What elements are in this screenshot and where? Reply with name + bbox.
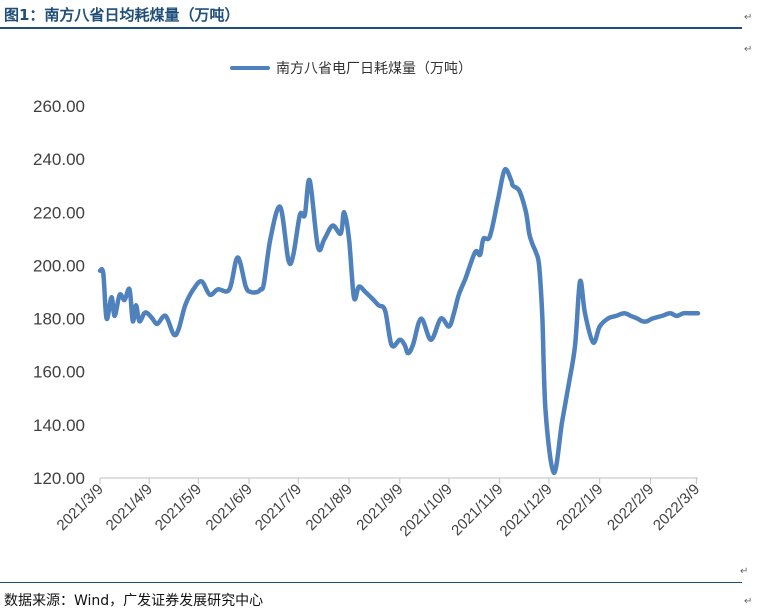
figure-title: 图1：南方八省日均耗煤量（万吨）	[4, 6, 240, 24]
title-rule	[0, 27, 742, 29]
y-axis: 120.00 140.00 160.00 180.00 200.00 220.00 240.…	[33, 97, 85, 488]
y-tick-label: 240.00	[33, 150, 85, 169]
legend-label: 南方八省电厂日耗煤量（万吨）	[276, 61, 472, 77]
y-tick-label: 120.00	[33, 469, 85, 488]
x-tick-label: 2021/7/9	[252, 481, 305, 534]
y-tick-label: 140.00	[33, 416, 85, 435]
x-tick-label: 2021/8/9	[303, 481, 356, 534]
y-tick-label: 260.00	[33, 97, 85, 116]
source-note: 数据来源：Wind，广发证券发展研究中心	[4, 593, 264, 609]
x-axis: 2021/3/92021/4/92021/5/92021/6/92021/7/9…	[54, 477, 703, 540]
series-line	[97, 167, 701, 475]
x-tick-label: 2022/2/9	[604, 481, 657, 534]
x-tick-label: 2021/3/9	[54, 481, 107, 534]
x-tick-label: 2021/10/9	[397, 481, 456, 540]
series-group	[97, 167, 701, 475]
paragraph-mark-icon: ↵	[744, 12, 753, 23]
y-tick-label: 200.00	[33, 256, 85, 275]
x-tick-label: 2022/1/9	[553, 481, 606, 534]
chart-legend: 南方八省电厂日耗煤量（万吨）	[230, 61, 472, 77]
paragraph-mark-icon: ↵	[744, 596, 753, 607]
source-rule	[0, 582, 742, 583]
x-tick-label: 2021/6/9	[203, 481, 256, 534]
y-tick-label: 180.00	[33, 310, 85, 329]
x-tick-label: 2021/12/9	[497, 481, 556, 540]
x-tick-label: 2021/5/9	[152, 481, 205, 534]
paragraph-mark-icon: ↵	[744, 44, 753, 55]
y-tick-label: 160.00	[33, 363, 85, 382]
paragraph-mark-icon: ↵	[740, 566, 749, 577]
x-tick-label: 2021/4/9	[103, 481, 156, 534]
y-tick-label: 220.00	[33, 203, 85, 222]
x-tick-label: 2022/3/9	[650, 481, 703, 534]
